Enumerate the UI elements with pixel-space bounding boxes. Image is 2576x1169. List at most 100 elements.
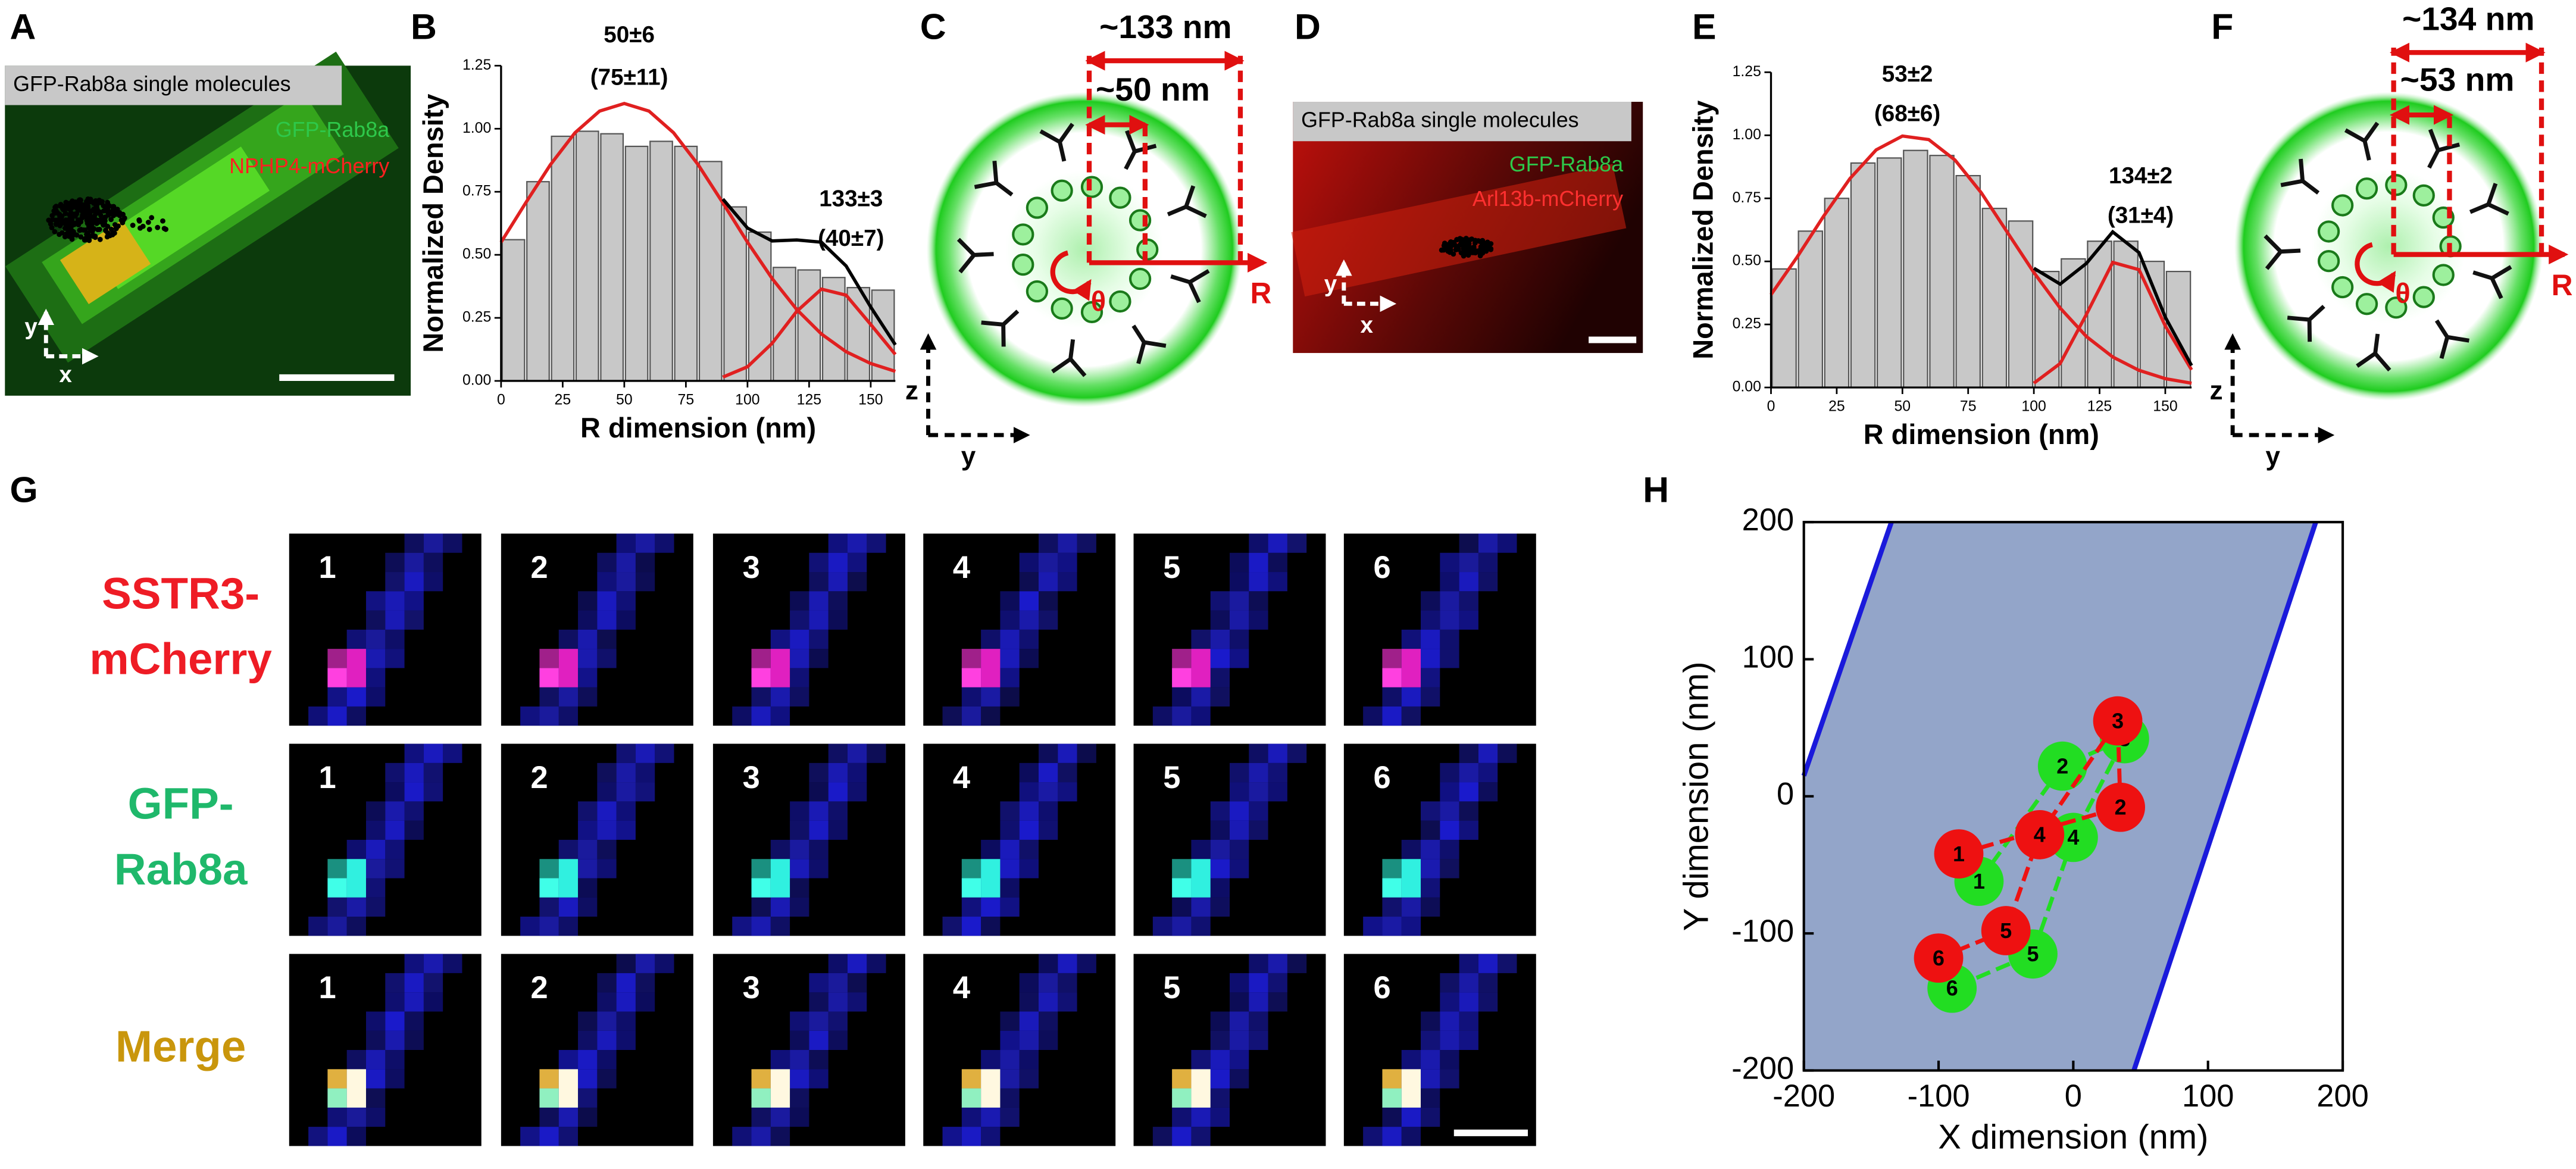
pixel xyxy=(751,1127,771,1146)
spot xyxy=(539,859,559,879)
pixel xyxy=(346,687,366,707)
pixel xyxy=(616,533,636,553)
spot xyxy=(327,878,347,898)
pixel xyxy=(770,706,790,726)
pixel xyxy=(790,1030,809,1051)
pixel xyxy=(1210,1011,1230,1031)
point xyxy=(1981,906,2031,955)
y-tick-label: 1.00 xyxy=(1733,127,1761,143)
spot xyxy=(981,1069,1001,1108)
pixel xyxy=(1230,1069,1249,1089)
pixel xyxy=(385,1011,405,1031)
pixel xyxy=(1000,1088,1020,1108)
pixel xyxy=(1230,782,1249,802)
pixel xyxy=(539,1127,559,1146)
pixel xyxy=(578,878,598,898)
x-tick-label: 150 xyxy=(858,392,883,408)
pixel xyxy=(809,1050,829,1070)
pixel xyxy=(346,1107,366,1127)
pixel xyxy=(655,533,674,553)
molecule xyxy=(53,204,59,210)
pixel xyxy=(365,610,386,630)
molecule xyxy=(1450,242,1456,248)
protein xyxy=(2317,249,2340,273)
molecule xyxy=(1464,245,1469,251)
pixel xyxy=(385,1050,405,1070)
pixel xyxy=(751,687,771,707)
pixel xyxy=(520,917,540,936)
protein xyxy=(1080,301,1103,324)
pixel xyxy=(1249,552,1268,573)
point-label: 2 xyxy=(2056,754,2068,778)
pixel xyxy=(828,762,848,783)
point-label: 1 xyxy=(1953,842,1965,866)
x-tick-label: 50 xyxy=(1894,399,1911,415)
pixel xyxy=(597,591,617,611)
spot xyxy=(1382,859,1402,879)
protein xyxy=(2317,220,2340,243)
pixel xyxy=(942,917,962,936)
pixel xyxy=(578,1050,598,1070)
molecule xyxy=(1472,240,1478,246)
bar xyxy=(649,140,673,382)
molecule xyxy=(145,220,151,225)
pixel xyxy=(404,572,424,592)
pixel xyxy=(385,973,405,993)
pixel xyxy=(828,820,848,840)
y-tick-label: 0.25 xyxy=(1733,316,1761,332)
spot xyxy=(1382,878,1402,898)
x-tick-label: -200 xyxy=(1772,1079,1835,1114)
pixel xyxy=(1459,973,1478,993)
molecule xyxy=(1467,237,1473,243)
pixel xyxy=(1478,533,1498,553)
pixel xyxy=(981,1127,1001,1146)
pixel xyxy=(578,629,598,649)
spot xyxy=(1401,649,1421,687)
spot xyxy=(327,668,347,687)
spot xyxy=(346,1069,366,1108)
pixel xyxy=(1172,687,1192,707)
pixel xyxy=(809,1030,829,1051)
pixel xyxy=(365,839,386,859)
molecule xyxy=(140,223,146,229)
pixel xyxy=(1039,762,1058,783)
pixel xyxy=(327,897,347,917)
pixel xyxy=(1152,917,1173,936)
pixel xyxy=(1268,743,1287,763)
molecule xyxy=(1488,241,1494,246)
pixel xyxy=(1019,762,1039,783)
bar xyxy=(1981,208,2008,389)
pixel xyxy=(597,762,617,783)
protein xyxy=(1109,290,1131,313)
molecule xyxy=(136,217,142,223)
pixel xyxy=(961,917,981,936)
pixel xyxy=(616,954,636,973)
molecule xyxy=(97,236,103,242)
pixel xyxy=(1210,610,1230,630)
pixel xyxy=(597,629,617,649)
pixel xyxy=(365,1107,386,1127)
pixel xyxy=(578,1030,598,1051)
panel-label: A xyxy=(10,7,36,47)
spot xyxy=(961,649,981,668)
protein xyxy=(2355,177,2378,200)
x-tick-label: 100 xyxy=(2021,399,2046,415)
pixel xyxy=(635,552,655,573)
pixel xyxy=(981,629,1001,649)
pixel xyxy=(578,801,598,821)
fit-curve xyxy=(499,102,896,373)
pixel xyxy=(1268,954,1287,973)
pixel xyxy=(1421,859,1440,879)
molecule xyxy=(1454,237,1459,242)
pixel xyxy=(404,992,424,1012)
y-linker xyxy=(2280,158,2320,195)
pixel xyxy=(1058,572,1077,592)
pixel xyxy=(1459,533,1478,553)
molecule xyxy=(1459,237,1465,242)
pixel xyxy=(1210,878,1230,898)
pixel xyxy=(1421,668,1440,687)
axis-label: z xyxy=(2209,376,2222,405)
y-linker xyxy=(2264,234,2301,270)
pixel xyxy=(385,591,405,611)
spot xyxy=(751,649,771,668)
